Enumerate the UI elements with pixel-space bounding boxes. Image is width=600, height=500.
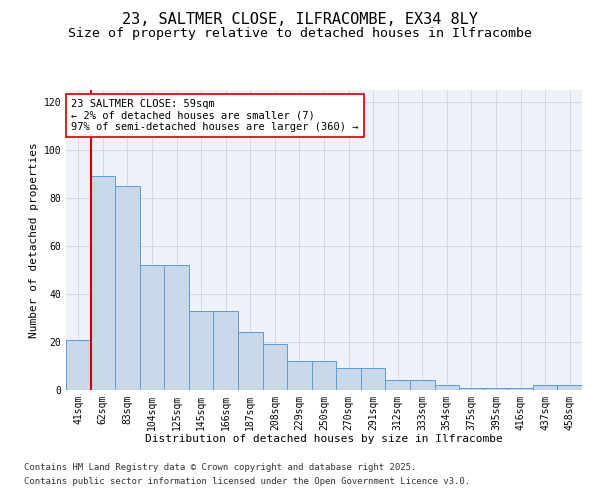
Bar bbox=[508, 388, 533, 390]
Bar bbox=[164, 265, 189, 390]
Text: Contains public sector information licensed under the Open Government Licence v3: Contains public sector information licen… bbox=[24, 477, 470, 486]
Text: 23, SALTMER CLOSE, ILFRACOMBE, EX34 8LY: 23, SALTMER CLOSE, ILFRACOMBE, EX34 8LY bbox=[122, 12, 478, 28]
X-axis label: Distribution of detached houses by size in Ilfracombe: Distribution of detached houses by size … bbox=[145, 434, 503, 444]
Y-axis label: Number of detached properties: Number of detached properties bbox=[29, 142, 40, 338]
Bar bbox=[263, 344, 287, 390]
Bar bbox=[459, 388, 484, 390]
Bar bbox=[336, 368, 361, 390]
Bar bbox=[238, 332, 263, 390]
Bar bbox=[214, 311, 238, 390]
Text: Size of property relative to detached houses in Ilfracombe: Size of property relative to detached ho… bbox=[68, 28, 532, 40]
Bar bbox=[115, 186, 140, 390]
Bar bbox=[189, 311, 214, 390]
Bar bbox=[385, 380, 410, 390]
Bar bbox=[410, 380, 434, 390]
Bar bbox=[484, 388, 508, 390]
Bar bbox=[361, 368, 385, 390]
Text: Contains HM Land Registry data © Crown copyright and database right 2025.: Contains HM Land Registry data © Crown c… bbox=[24, 464, 416, 472]
Bar bbox=[434, 385, 459, 390]
Bar bbox=[66, 340, 91, 390]
Bar bbox=[140, 265, 164, 390]
Bar bbox=[91, 176, 115, 390]
Text: 23 SALTMER CLOSE: 59sqm
← 2% of detached houses are smaller (7)
97% of semi-deta: 23 SALTMER CLOSE: 59sqm ← 2% of detached… bbox=[71, 99, 359, 132]
Bar bbox=[287, 361, 312, 390]
Bar bbox=[557, 385, 582, 390]
Bar bbox=[533, 385, 557, 390]
Bar bbox=[312, 361, 336, 390]
